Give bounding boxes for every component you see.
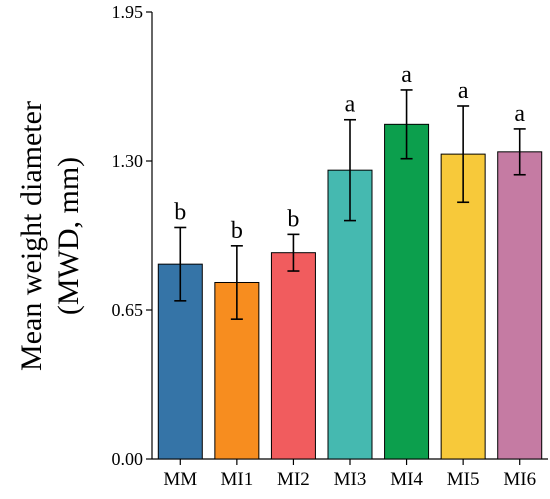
y-axis-title: Mean weight diameter (MWD, mm): [15, 101, 85, 371]
x-tick-label-mm: MM: [163, 469, 197, 490]
error-bars: [174, 89, 526, 320]
significance-letter-mi4: a: [401, 62, 412, 88]
significance-letter-mi2: b: [287, 206, 299, 232]
error-bar-mi5: [457, 105, 470, 204]
x-tick-label-mi3: MI3: [334, 469, 367, 490]
y-ticks: 0.00 0.65 1.30 1.95: [112, 2, 152, 469]
x-tick-labels: MM MI1 MI2 MI3 MI4 MI5 MI6: [163, 459, 536, 490]
y-axis-title-line2: (MWD, mm): [52, 157, 85, 315]
significance-letter-mi3: a: [345, 92, 356, 118]
y-tick-label: 1.30: [112, 151, 144, 171]
bar-mi2: [270, 252, 316, 460]
error-bar-mi1: [230, 245, 243, 320]
bar-mi6: [497, 151, 543, 460]
x-tick-label-mi1: MI1: [220, 469, 253, 490]
error-bar-mi6: [513, 128, 526, 176]
x-tick-label-mi4: MI4: [390, 469, 423, 490]
error-bar-mm: [174, 226, 187, 302]
x-tick-label-mi5: MI5: [447, 469, 480, 490]
error-bar-mi4: [400, 89, 413, 160]
significance-letter-mi1: b: [231, 218, 243, 244]
y-axis-title-line1: Mean weight diameter: [15, 101, 48, 371]
y-tick-label: 1.95: [112, 2, 144, 22]
significance-letters: b b b a a a a: [174, 62, 525, 244]
significance-letter-mm: b: [174, 199, 186, 225]
y-tick-label: 0.00: [112, 449, 144, 469]
bar-mi5: [440, 153, 486, 460]
x-tick-label-mi6: MI6: [503, 469, 536, 490]
x-tick-label-mi2: MI2: [277, 469, 310, 490]
significance-letter-mi6: a: [514, 101, 525, 127]
y-tick-label: 0.65: [112, 300, 144, 320]
error-bar-mi2: [287, 233, 300, 272]
significance-letter-mi5: a: [458, 78, 469, 104]
bar-mi4: [384, 123, 430, 460]
error-bar-mi3: [344, 118, 356, 222]
